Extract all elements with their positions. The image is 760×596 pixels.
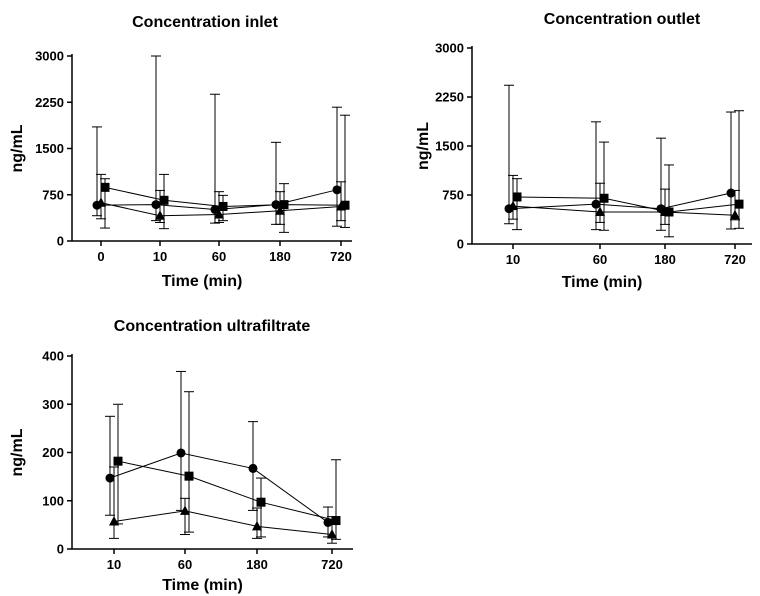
x-tick-label: 10 — [107, 557, 121, 572]
data-point-square — [184, 471, 194, 481]
y-axis-title: ng/mL — [9, 428, 26, 476]
y-tick-label: 1500 — [435, 139, 464, 154]
series-line — [113, 510, 333, 536]
x-tick-label: 60 — [593, 252, 607, 267]
x-tick-label: 720 — [724, 252, 746, 267]
x-tick-label: 180 — [269, 249, 291, 264]
data-point-square — [331, 516, 341, 526]
y-tick-label: 750 — [442, 188, 464, 203]
y-tick-label: 2250 — [35, 95, 64, 110]
data-point-square — [734, 199, 744, 209]
y-axis-title: ng/mL — [415, 122, 432, 170]
data-point-square — [159, 195, 169, 205]
x-tick-label: 180 — [246, 557, 268, 572]
data-point-triangle — [96, 197, 106, 207]
series-square — [512, 110, 744, 238]
data-point-triangle — [180, 505, 190, 515]
data-point-circle — [151, 200, 161, 210]
data-point-square — [113, 456, 123, 466]
x-tick-label: 10 — [153, 249, 167, 264]
data-point-triangle — [214, 208, 224, 219]
x-tick-label: 0 — [97, 249, 104, 264]
x-tick-label: 60 — [212, 249, 226, 264]
y-tick-label: 0 — [57, 234, 64, 249]
data-point-square — [599, 193, 609, 203]
data-point-triangle — [595, 206, 605, 216]
data-point-triangle — [730, 209, 740, 220]
data-point-circle — [726, 188, 736, 198]
series-triangle — [96, 173, 346, 225]
y-tick-label: 300 — [42, 397, 64, 412]
chart-title: Concentration ultrafiltrate — [114, 318, 311, 335]
y-tick-label: 2250 — [435, 90, 464, 105]
y-tick-label: 200 — [42, 445, 64, 460]
data-point-circle — [248, 463, 258, 473]
data-point-triangle — [275, 205, 285, 215]
data-point-triangle — [155, 210, 165, 220]
x-axis-title: Time (min) — [162, 273, 243, 290]
data-point-square — [512, 192, 522, 202]
y-tick-label: 0 — [457, 237, 464, 252]
y-tick-label: 1500 — [35, 141, 64, 156]
data-point-triangle — [508, 200, 518, 211]
y-axis-title: ng/mL — [9, 124, 26, 172]
x-tick-label: 720 — [330, 249, 352, 264]
y-tick-label: 750 — [42, 187, 64, 202]
data-point-triangle — [109, 515, 119, 526]
chart-panel-1: Concentration inlet 0 750 1500 2250 3000 0 10 60… — [9, 14, 352, 290]
y-tick-label: 3000 — [435, 41, 464, 56]
x-tick-label: 720 — [321, 557, 343, 572]
data-point-square — [340, 200, 350, 210]
x-axis-title: Time (min) — [562, 274, 643, 291]
y-tick-label: 0 — [57, 542, 64, 557]
series-triangle — [109, 466, 337, 544]
data-point-square — [218, 201, 228, 211]
chart-panel-3: Concentration ultrafiltrate 0 100 200 300 400… — [9, 318, 353, 594]
data-point-circle — [323, 517, 333, 527]
data-point-square — [664, 207, 674, 217]
chart-panel-2: Concentration outlet 0 750 1500 2250 3000 10 60… — [415, 11, 752, 291]
data-point-circle — [332, 185, 342, 195]
x-tick-label: 60 — [178, 557, 192, 572]
series-circle — [92, 55, 342, 227]
series-square — [113, 391, 341, 540]
data-point-square — [100, 182, 110, 192]
data-point-triangle — [252, 520, 262, 531]
series-line — [512, 205, 736, 216]
data-point-circle — [176, 448, 186, 458]
series-triangle — [508, 174, 740, 225]
series-line — [516, 196, 740, 213]
series-line — [508, 192, 732, 210]
series-line — [117, 460, 337, 522]
x-tick-label: 180 — [654, 252, 676, 267]
data-point-circle — [591, 199, 601, 209]
chart-title: Concentration outlet — [544, 11, 701, 28]
y-tick-label: 100 — [42, 493, 64, 508]
series-square — [100, 114, 350, 233]
data-point-circle — [105, 473, 115, 483]
x-tick-label: 10 — [506, 252, 520, 267]
x-axis-title: Time (min) — [162, 577, 243, 594]
series-circle — [105, 370, 333, 538]
data-point-square — [279, 200, 289, 210]
y-tick-label: 3000 — [35, 49, 64, 64]
data-point-triangle — [327, 529, 337, 539]
chart-title: Concentration inlet — [132, 14, 278, 31]
data-point-square — [256, 497, 266, 507]
data-point-circle — [210, 205, 220, 215]
series-line — [109, 452, 329, 523]
y-tick-label: 400 — [42, 349, 64, 364]
